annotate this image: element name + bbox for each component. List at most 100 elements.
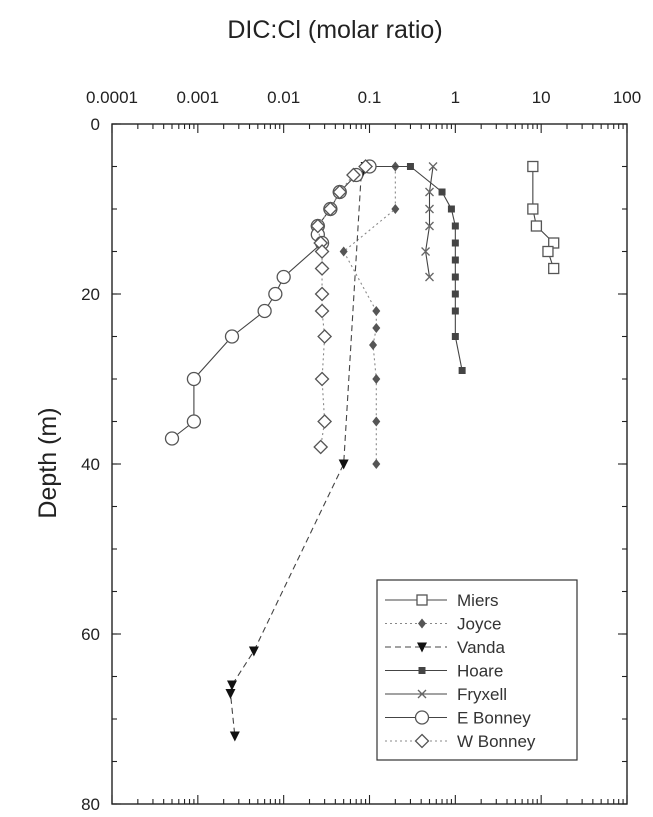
series-line-e-bonney xyxy=(171,166,370,439)
legend-marker xyxy=(418,667,426,674)
legend-marker xyxy=(417,642,427,653)
legend-label: Miers xyxy=(457,591,499,610)
legend-item-e-bonney: E Bonney xyxy=(385,709,531,728)
data-point-miers xyxy=(527,203,539,215)
x-tick-label: 10 xyxy=(532,88,551,107)
data-point-hoare xyxy=(451,307,459,315)
data-point-w-bonney xyxy=(314,303,330,319)
series-miers xyxy=(527,160,560,275)
data-point-e-bonney xyxy=(224,329,240,344)
legend-item-miers: Miers xyxy=(385,591,499,610)
data-point-joyce xyxy=(372,306,381,316)
series-group xyxy=(164,159,560,742)
legend-marker xyxy=(416,594,428,606)
series-e-bonney xyxy=(164,159,377,446)
legend-marker xyxy=(418,618,426,629)
data-point-miers xyxy=(542,245,554,258)
y-tick-label: 20 xyxy=(81,285,100,304)
data-point-joyce xyxy=(372,323,381,333)
x-tick-label: 0.001 xyxy=(177,88,220,107)
data-point-w-bonney xyxy=(314,261,330,276)
legend-label: Vanda xyxy=(457,638,505,657)
series-w-bonney xyxy=(310,159,373,455)
data-point-fryxell xyxy=(425,204,434,214)
legend-marker xyxy=(414,710,430,725)
data-point-w-bonney xyxy=(314,244,330,259)
data-point-w-bonney xyxy=(322,201,338,217)
data-point-hoare xyxy=(458,367,466,374)
data-point-hoare xyxy=(438,188,446,196)
data-point-hoare xyxy=(451,273,459,281)
series-vanda xyxy=(225,162,371,742)
series-hoare xyxy=(366,163,466,374)
y-axis-label: Depth (m) xyxy=(34,407,62,518)
data-point-vanda xyxy=(225,689,236,699)
legend-label: Joyce xyxy=(457,615,501,634)
y-tick-label: 40 xyxy=(81,455,100,474)
data-point-hoare xyxy=(451,256,459,264)
data-point-joyce xyxy=(369,340,378,350)
x-tick-label: 0.0001 xyxy=(86,88,138,107)
legend-label: E Bonney xyxy=(457,709,531,728)
series-line-hoare xyxy=(369,165,463,371)
series-line-fryxell xyxy=(425,166,434,278)
legend-item-fryxell: Fryxell xyxy=(385,685,507,704)
legend-label: Fryxell xyxy=(457,685,507,704)
data-point-vanda xyxy=(338,459,349,470)
chart-title: DIC:Cl (molar ratio) xyxy=(227,16,442,44)
legend-item-hoare: Hoare xyxy=(385,662,503,681)
legend-marker xyxy=(417,689,427,699)
data-point-miers xyxy=(548,262,560,275)
y-tick-label: 60 xyxy=(81,625,100,644)
data-point-hoare xyxy=(451,333,459,340)
data-point-e-bonney xyxy=(268,286,283,302)
y-tick-label: 0 xyxy=(91,115,100,134)
legend-marker xyxy=(414,733,430,749)
x-tick-label: 1 xyxy=(451,88,460,107)
data-point-e-bonney xyxy=(276,269,291,285)
data-point-w-bonney xyxy=(314,371,330,387)
series-joyce xyxy=(339,161,400,469)
legend: Miers Joyce Vanda Hoare Fryxell E Bonney W Bon… xyxy=(376,579,578,761)
data-point-w-bonney xyxy=(317,414,333,429)
x-tick-label: 0.1 xyxy=(358,88,382,107)
data-point-fryxell xyxy=(425,272,434,282)
data-point-hoare xyxy=(451,290,459,298)
data-point-fryxell xyxy=(421,247,431,256)
data-point-e-bonney xyxy=(186,414,202,429)
legend-item-vanda: Vanda xyxy=(385,638,505,657)
data-point-e-bonney xyxy=(257,303,272,319)
x-tick-label: 100 xyxy=(613,88,641,107)
data-point-vanda xyxy=(226,680,237,691)
data-point-hoare xyxy=(451,222,459,230)
data-point-fryxell xyxy=(425,221,434,231)
legend-label: Hoare xyxy=(457,662,503,681)
data-point-hoare xyxy=(406,163,414,170)
data-point-joyce xyxy=(391,204,400,214)
x-tick-label: 0.01 xyxy=(267,88,300,107)
data-point-fryxell xyxy=(428,162,438,171)
data-point-miers xyxy=(530,220,543,232)
data-point-w-bonney xyxy=(358,159,373,174)
data-point-joyce xyxy=(372,459,381,469)
data-point-w-bonney xyxy=(346,167,361,183)
data-point-joyce xyxy=(339,246,348,257)
data-point-w-bonney xyxy=(310,218,326,234)
data-point-w-bonney xyxy=(317,329,333,344)
data-point-joyce xyxy=(372,374,381,384)
data-point-hoare xyxy=(451,239,459,247)
data-point-vanda xyxy=(248,646,259,657)
data-point-miers xyxy=(527,160,539,173)
legend-label: W Bonney xyxy=(457,732,536,751)
legend-item-joyce: Joyce xyxy=(385,615,501,634)
data-point-e-bonney xyxy=(186,371,202,387)
data-point-w-bonney xyxy=(332,184,348,200)
y-tick-label: 80 xyxy=(81,795,100,814)
data-point-e-bonney xyxy=(164,431,180,446)
data-point-fryxell xyxy=(425,187,434,197)
data-point-vanda xyxy=(229,731,240,742)
data-point-joyce xyxy=(372,416,381,427)
data-point-w-bonney xyxy=(314,286,330,302)
data-point-miers xyxy=(548,237,560,249)
